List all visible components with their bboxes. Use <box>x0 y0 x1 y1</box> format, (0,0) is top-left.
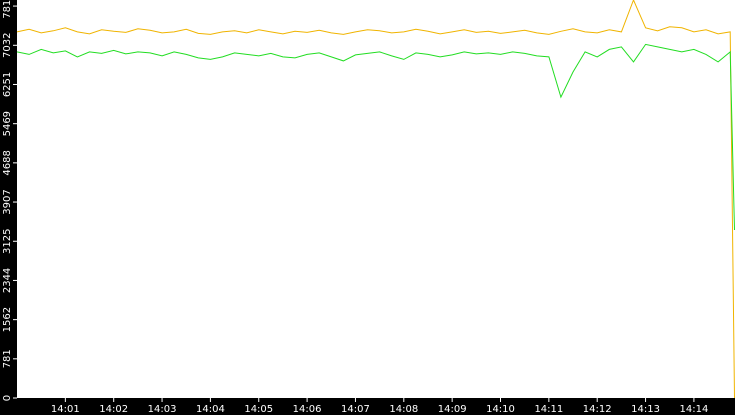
x-tick-label: 14:12 <box>583 404 612 415</box>
y-axis-band <box>0 0 17 415</box>
y-tick-label: 7032 <box>2 33 13 58</box>
y-tick-label: 0 <box>2 395 13 401</box>
x-tick-label: 14:01 <box>51 404 80 415</box>
x-tick-label: 14:06 <box>293 404 322 415</box>
x-tick-label: 14:13 <box>631 404 660 415</box>
x-tick-label: 14:10 <box>486 404 515 415</box>
series-line <box>16 43 735 231</box>
y-tick-label: 3125 <box>2 229 13 254</box>
y-tick-label: 4688 <box>2 150 13 175</box>
x-tick-label: 14:03 <box>148 404 177 415</box>
x-tick-label: 14:14 <box>679 404 708 415</box>
y-tick-label: 3907 <box>2 189 13 214</box>
y-tick-label: 7814 <box>2 0 13 19</box>
x-tick-label: 14:09 <box>438 404 467 415</box>
y-tick-label: 5469 <box>2 111 13 136</box>
y-tick-label: 1562 <box>2 307 13 332</box>
x-tick-label: 14:04 <box>196 404 225 415</box>
y-tick-label: 6251 <box>2 72 13 97</box>
series-line <box>16 0 735 399</box>
x-axis-band <box>0 398 735 415</box>
x-tick-label: 14:05 <box>244 404 273 415</box>
y-tick-label: 2344 <box>2 268 13 293</box>
y-tick-label: 781 <box>2 349 13 368</box>
x-tick-label: 14:08 <box>389 404 418 415</box>
x-tick-label: 14:11 <box>534 404 563 415</box>
x-tick-label: 14:02 <box>99 404 128 415</box>
x-tick-label: 14:07 <box>341 404 370 415</box>
